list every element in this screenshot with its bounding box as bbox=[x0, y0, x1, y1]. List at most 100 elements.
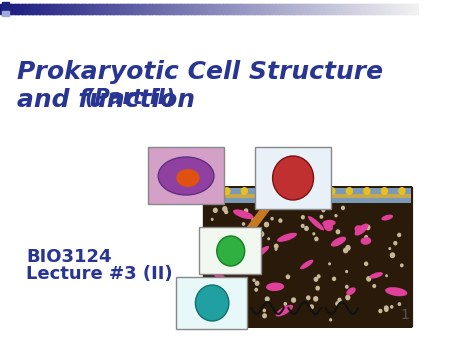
Bar bbox=[54, 4, 57, 14]
Bar bbox=[290, 4, 292, 14]
Circle shape bbox=[372, 284, 376, 288]
FancyBboxPatch shape bbox=[199, 227, 261, 274]
Bar bbox=[25, 4, 27, 14]
Bar bbox=[237, 4, 239, 14]
Bar bbox=[272, 4, 274, 14]
Bar bbox=[46, 4, 49, 14]
Bar bbox=[147, 4, 149, 14]
Bar bbox=[99, 4, 101, 14]
Bar bbox=[137, 4, 139, 14]
Ellipse shape bbox=[158, 157, 214, 195]
Bar bbox=[384, 4, 386, 14]
Bar bbox=[266, 4, 269, 14]
Bar bbox=[109, 4, 111, 14]
Bar bbox=[409, 4, 411, 14]
Circle shape bbox=[235, 259, 241, 265]
Bar bbox=[98, 4, 100, 14]
Bar bbox=[352, 4, 354, 14]
Ellipse shape bbox=[232, 257, 242, 266]
Circle shape bbox=[284, 306, 289, 311]
Bar bbox=[171, 4, 174, 14]
Bar bbox=[114, 4, 117, 14]
Bar bbox=[347, 4, 350, 14]
Circle shape bbox=[238, 267, 243, 272]
Bar bbox=[207, 4, 209, 14]
Bar bbox=[105, 4, 107, 14]
Bar bbox=[116, 4, 118, 14]
Bar bbox=[357, 4, 360, 14]
Circle shape bbox=[315, 286, 320, 291]
Bar bbox=[32, 4, 34, 14]
Ellipse shape bbox=[233, 210, 254, 219]
Bar bbox=[187, 4, 189, 14]
Circle shape bbox=[393, 241, 397, 245]
Bar bbox=[1, 4, 4, 14]
Bar bbox=[31, 4, 33, 14]
Bar bbox=[56, 4, 58, 14]
Bar bbox=[47, 4, 50, 14]
Circle shape bbox=[338, 298, 342, 302]
Bar bbox=[230, 4, 233, 14]
Bar bbox=[135, 4, 138, 14]
Circle shape bbox=[381, 187, 388, 195]
Bar bbox=[246, 4, 248, 14]
Bar bbox=[389, 4, 392, 14]
Bar bbox=[128, 4, 130, 14]
Bar bbox=[306, 4, 308, 14]
Bar bbox=[199, 4, 202, 14]
Circle shape bbox=[332, 276, 336, 281]
Bar bbox=[156, 4, 159, 14]
Circle shape bbox=[209, 263, 213, 267]
Bar bbox=[84, 4, 86, 14]
Text: BIO3124: BIO3124 bbox=[26, 248, 112, 266]
Bar bbox=[257, 4, 259, 14]
Bar bbox=[0, 4, 2, 14]
Bar bbox=[364, 4, 367, 14]
Bar bbox=[371, 4, 374, 14]
Bar bbox=[288, 4, 290, 14]
Bar bbox=[321, 4, 323, 14]
Bar bbox=[70, 4, 72, 14]
Bar bbox=[276, 4, 279, 14]
Bar bbox=[248, 4, 251, 14]
Ellipse shape bbox=[355, 223, 369, 236]
Bar bbox=[67, 4, 69, 14]
Bar bbox=[374, 4, 376, 14]
Bar bbox=[328, 4, 330, 14]
Bar bbox=[170, 4, 173, 14]
Bar bbox=[24, 4, 26, 14]
Ellipse shape bbox=[381, 215, 393, 220]
Circle shape bbox=[242, 222, 245, 226]
Bar bbox=[205, 198, 411, 203]
Bar bbox=[209, 4, 211, 14]
Circle shape bbox=[334, 214, 338, 217]
Bar bbox=[166, 4, 168, 14]
Bar bbox=[42, 4, 44, 14]
Circle shape bbox=[265, 296, 270, 302]
FancyBboxPatch shape bbox=[176, 277, 248, 329]
Circle shape bbox=[301, 215, 305, 219]
Bar bbox=[50, 4, 53, 14]
Circle shape bbox=[336, 229, 340, 234]
Bar bbox=[363, 4, 365, 14]
Bar bbox=[123, 4, 125, 14]
Bar bbox=[184, 4, 187, 14]
Bar bbox=[381, 4, 383, 14]
Bar bbox=[325, 4, 328, 14]
Bar bbox=[413, 4, 415, 14]
Circle shape bbox=[384, 305, 389, 311]
Bar bbox=[61, 4, 64, 14]
Bar bbox=[318, 4, 320, 14]
Circle shape bbox=[211, 218, 214, 221]
Bar bbox=[108, 4, 110, 14]
Circle shape bbox=[225, 300, 229, 304]
Circle shape bbox=[398, 187, 405, 195]
Bar bbox=[189, 4, 191, 14]
Circle shape bbox=[390, 305, 393, 309]
Bar bbox=[159, 4, 162, 14]
Bar bbox=[258, 4, 261, 14]
Bar bbox=[3, 4, 5, 14]
Bar bbox=[242, 4, 244, 14]
Circle shape bbox=[241, 187, 248, 195]
Bar bbox=[205, 188, 411, 194]
